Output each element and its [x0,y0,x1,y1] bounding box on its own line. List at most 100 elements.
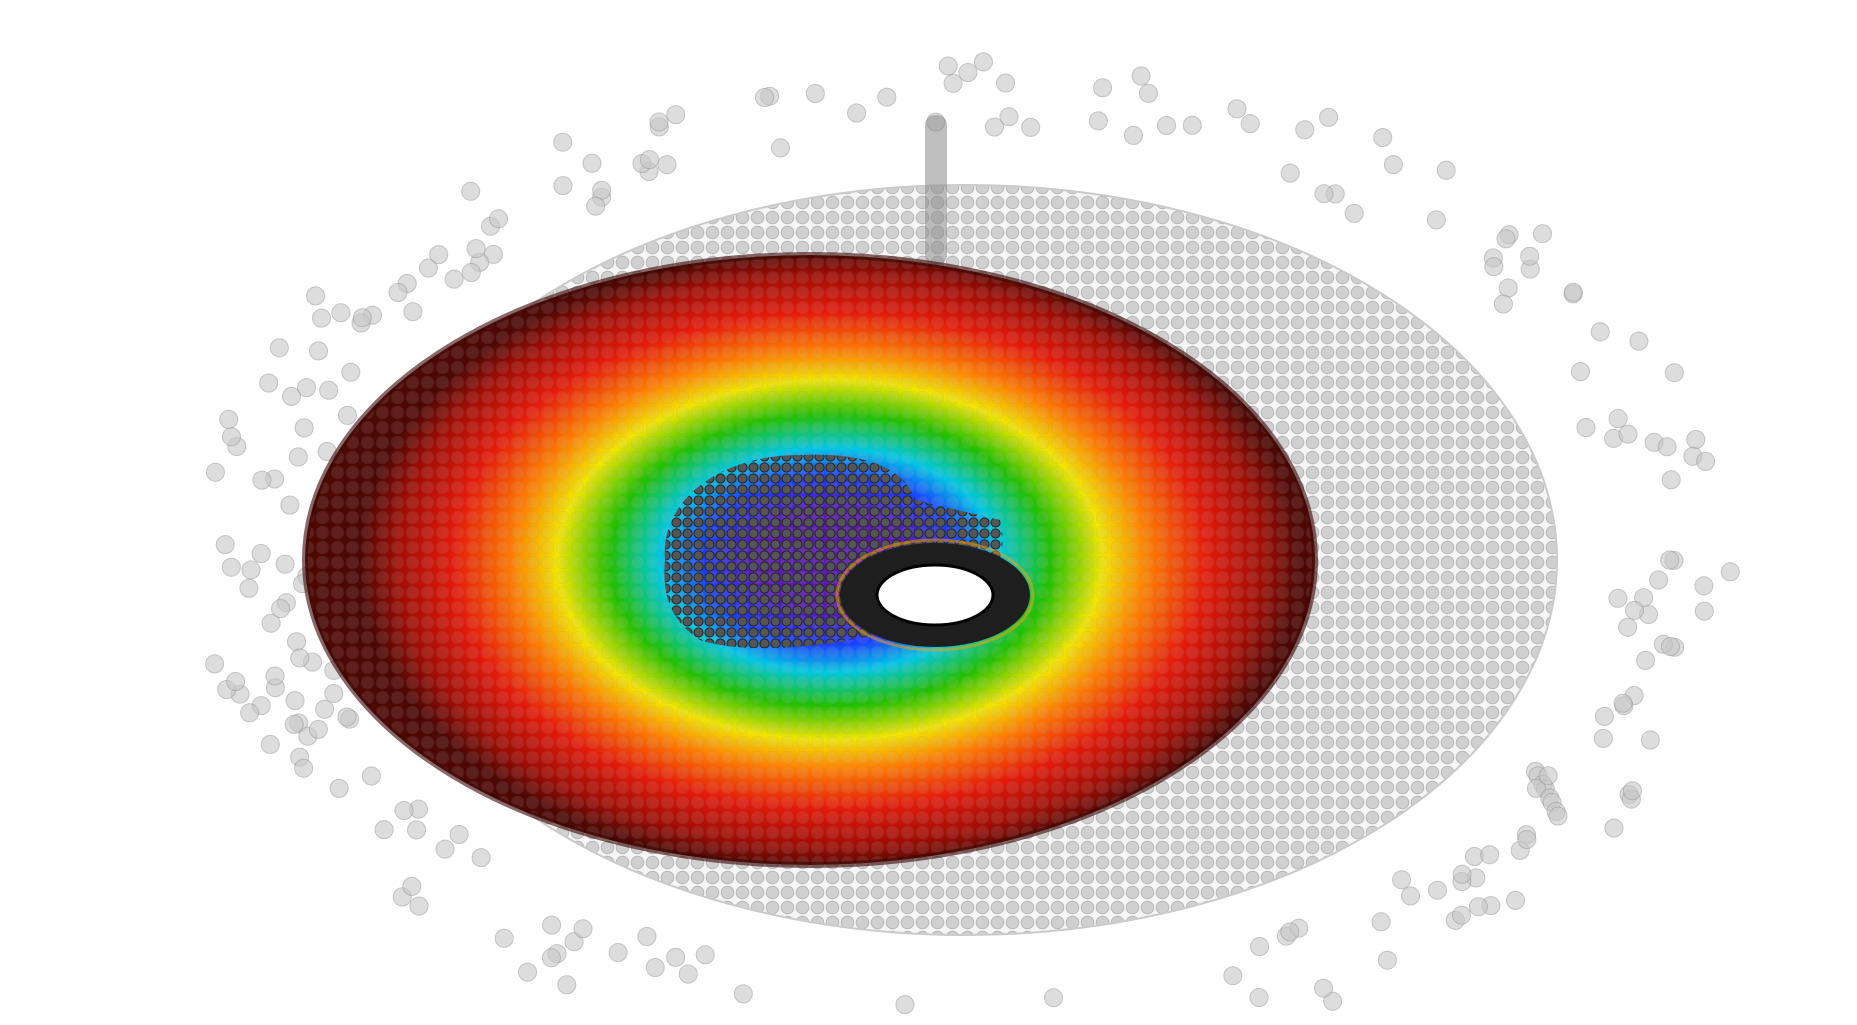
scattered-particle-icon [1563,282,1583,302]
scattered-particle-icon [1295,120,1315,140]
scattered-particle-icon [1093,78,1113,98]
scattered-particle-icon [1576,418,1596,437]
rainbow-disk-edge [302,252,1318,868]
scattered-particle-icon [1371,912,1391,932]
scattered-particle-icon [1280,922,1300,942]
scattered-particle-icon [608,943,628,962]
scattered-particle-icon [494,928,514,948]
scattered-particle-icon [1629,331,1649,351]
scattered-particle-icon [1484,257,1504,277]
scattered-particle-icon [294,758,314,778]
scattered-particle-icon [1223,966,1243,986]
scattered-particle-icon [1493,294,1513,314]
scattered-particle-icon [542,915,562,935]
scattered-particle-icon [1538,766,1558,786]
scattered-particle-icon [1661,637,1680,656]
scattered-particle-icon [973,52,993,72]
scattered-particle-icon [241,560,261,580]
scattered-particle-icon [275,554,295,574]
scattered-particle-icon [271,599,291,619]
scattered-particle-icon [1625,600,1644,620]
scattered-particle-icon [518,962,538,982]
scattered-particle-icon [1526,778,1546,798]
scattered-particle-icon [637,927,657,946]
scattered-particle-icon [1344,203,1364,223]
scattered-particle-icon [265,666,285,686]
scattered-particle-icon [1496,229,1516,249]
scattered-particle-icon [1250,937,1270,956]
scattered-particle-icon [1594,706,1614,726]
scattered-particle-icon [1498,278,1518,298]
scattered-particle-icon [329,778,349,798]
scattered-particle-icon [259,373,279,393]
scattered-particle-icon [306,286,326,306]
scattered-particle-icon [1686,430,1706,449]
scattered-particle-icon [657,155,677,175]
scattered-particle-icon [958,63,978,82]
scattered-particle-icon [557,975,577,995]
scattered-particle-icon [1720,562,1740,582]
scattered-particle-icon [1661,470,1681,490]
scattered-particle-icon [471,848,491,868]
scattered-particle-icon [1373,128,1393,147]
scattered-particle-icon [260,734,280,754]
scattered-particle-icon [1657,437,1677,457]
scattered-particle-icon [666,947,686,967]
scattered-particle-icon [221,557,241,577]
scattered-particle-icon [1428,880,1447,900]
scattered-particle-icon [1323,991,1343,1011]
scattered-particle-icon [205,654,225,674]
scattered-particle-icon [1383,155,1403,175]
scattered-particle-icon [1088,111,1108,131]
scattered-particle-icon [315,699,335,719]
scattered-particle-icon [1571,362,1590,382]
scattered-particle-icon [1533,224,1552,244]
scattered-particle-icon [1590,322,1610,342]
scattered-particle-icon [805,84,825,103]
scattered-particle-icon [388,283,408,302]
scattered-particle-icon [771,138,790,158]
scattered-particle-icon [1618,617,1638,637]
scattered-particle-icon [1436,160,1456,180]
scattered-particle-icon [541,948,561,968]
scattered-particle-icon [666,105,686,125]
scattered-particle-icon [1314,978,1333,998]
scattered-particle-icon [1452,905,1471,925]
scattered-particle-icon [573,919,593,939]
scattered-particle-icon [1138,83,1158,103]
scattered-particle-icon [402,876,422,896]
scattered-particle-icon [1694,601,1714,621]
scattered-particle-icon [1593,728,1613,748]
scattered-particles [205,52,1740,1015]
scattered-particle-icon [288,447,308,467]
scattered-particle-icon [418,258,438,278]
scattered-particle-icon [1469,897,1488,917]
scattered-particle-icon [1021,117,1041,137]
scattered-particle-icon [352,308,372,328]
scattered-particle-icon [1660,550,1680,570]
scattered-particle-icon [240,703,260,723]
scattered-particle-icon [1280,163,1300,183]
scattered-particle-icon [1506,890,1525,910]
scattered-particle-icon [324,684,344,703]
scattered-particle-icon [403,302,423,322]
scattered-particle-icon [222,427,241,447]
scattered-particle-icon [309,341,328,361]
scattered-particle-icon [290,648,310,668]
scattered-particle-icon [338,405,357,425]
scattered-particle-icon [1517,830,1537,849]
scattered-particle-icon [205,462,225,482]
scattered-particle-icon [1649,570,1669,590]
scattered-particle-icon [1608,588,1628,608]
scattered-particle-icon [1182,115,1202,135]
scattered-particle-icon [319,380,339,400]
scattered-particle-icon [361,766,381,786]
scattered-particle-icon [261,613,281,633]
scattered-particle-icon [1044,988,1063,1008]
scattered-particle-icon [226,672,246,691]
scattered-particle-icon [287,632,306,652]
scattered-particle-icon [1124,125,1143,145]
scattered-particle-icon [251,544,271,563]
scattered-particle-icon [553,176,573,196]
